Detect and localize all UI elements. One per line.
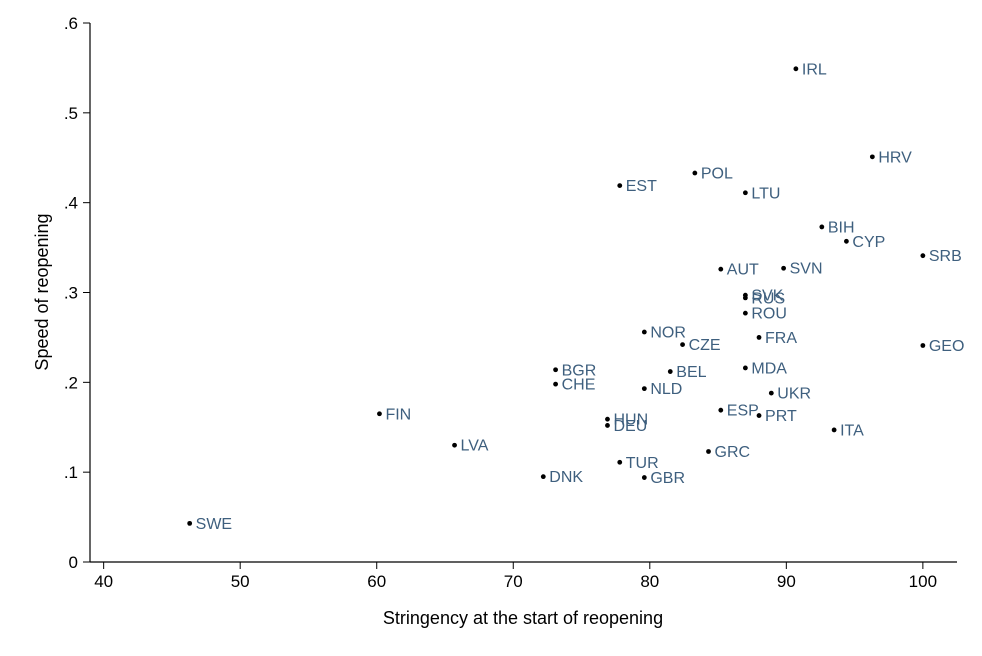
x-tick-label: 70 (504, 572, 523, 591)
y-tick-label: .3 (64, 284, 78, 303)
data-label-gbr: GBR (650, 470, 685, 487)
y-tick-label: .1 (64, 463, 78, 482)
data-label-geo: GEO (929, 338, 965, 355)
data-label-pol: POL (701, 166, 733, 183)
data-label-esp: ESP (727, 403, 759, 420)
data-label-cze: CZE (689, 337, 721, 354)
data-label-bgr: BGR (562, 362, 597, 379)
y-tick-label: 0 (69, 553, 78, 572)
data-point-gbr (641, 475, 647, 480)
data-label-rus: RUS (751, 290, 785, 307)
data-label-est: EST (626, 178, 657, 195)
data-point-fin (377, 411, 382, 417)
data-label-dnk: DNK (549, 469, 583, 486)
x-axis-title: Stringency at the start of reopening (383, 608, 663, 628)
data-point-srb (920, 253, 926, 259)
data-point-deu (605, 423, 610, 428)
data-point-ltu (742, 190, 748, 196)
data-point-hun (605, 416, 610, 422)
data-point-tur (617, 459, 623, 465)
data-label-ukr: UKR (777, 386, 811, 403)
data-point-geo (920, 343, 926, 348)
x-tick-label: 40 (94, 572, 113, 591)
y-tick-label: .2 (64, 373, 78, 392)
data-label-bih: BIH (828, 219, 855, 236)
x-tick-label: 100 (909, 572, 937, 591)
data-point-che (553, 381, 558, 387)
data-point-fra (756, 335, 762, 340)
data-label-fra: FRA (765, 330, 797, 347)
data-label-hun: HUN (613, 412, 648, 429)
data-point-svn (781, 265, 786, 271)
data-label-bel: BEL (676, 364, 706, 381)
data-label-irl: IRL (802, 61, 827, 78)
data-point-swe (187, 520, 193, 526)
data-label-svn: SVN (790, 261, 823, 278)
data-label-swe: SWE (196, 516, 232, 533)
data-point-nor (641, 329, 647, 335)
data-point-bel (667, 369, 673, 374)
data-point-cze (680, 342, 685, 348)
data-label-tur: TUR (626, 455, 659, 472)
data-label-aut: AUT (727, 262, 759, 279)
data-label-hrv: HRV (878, 149, 912, 166)
data-point-esp (718, 407, 724, 413)
data-point-hrv (869, 154, 875, 160)
x-tick-label: 80 (640, 572, 659, 591)
y-tick-label: .4 (64, 194, 78, 213)
data-point-pol (692, 170, 698, 176)
data-point-rus (742, 295, 748, 301)
data-label-grc: GRC (715, 444, 751, 461)
data-label-deu: DEU (613, 418, 647, 435)
data-label-cyp: CYP (852, 234, 885, 251)
data-point-aut (718, 266, 724, 272)
data-point-dnk (540, 474, 546, 480)
data-point-bgr (553, 367, 558, 373)
data-point-rou (742, 310, 748, 316)
data-point-mda (742, 365, 748, 371)
y-tick-label: .5 (64, 104, 78, 123)
data-label-nor: NOR (650, 325, 686, 342)
data-label-ltu: LTU (751, 185, 780, 202)
data-label-lva: LVA (461, 438, 489, 455)
y-tick-label: .6 (64, 14, 78, 33)
x-tick-label: 50 (231, 572, 250, 591)
data-point-bih (819, 224, 825, 230)
data-point-est (617, 183, 623, 188)
data-point-grc (706, 449, 711, 454)
data-label-prt: PRT (765, 408, 797, 425)
data-label-che: CHE (562, 377, 596, 394)
data-label-ita: ITA (840, 422, 864, 439)
axes: 40 50 60 70 80 90 100 0 .1 .2 .3 .4 .5 .6 (64, 14, 957, 591)
data-point-nld (641, 386, 647, 392)
data-label-srb: SRB (929, 248, 962, 265)
data-point-ita (831, 427, 837, 433)
data-point-lva (452, 442, 457, 448)
data-label-rou: ROU (751, 306, 787, 323)
x-tick-label: 90 (777, 572, 796, 591)
data-point-ukr (768, 390, 774, 396)
data-point-prt (756, 413, 762, 418)
x-tick-label: 60 (367, 572, 386, 591)
data-label-mda: MDA (751, 360, 787, 377)
data-label-svk: SVK (751, 288, 783, 305)
data-label-nld: NLD (650, 381, 682, 398)
data-label-fin: FIN (385, 406, 411, 423)
data-point-cyp (844, 238, 849, 244)
data-point-irl (793, 66, 799, 72)
y-axis-title: Speed of reopening (32, 213, 52, 370)
